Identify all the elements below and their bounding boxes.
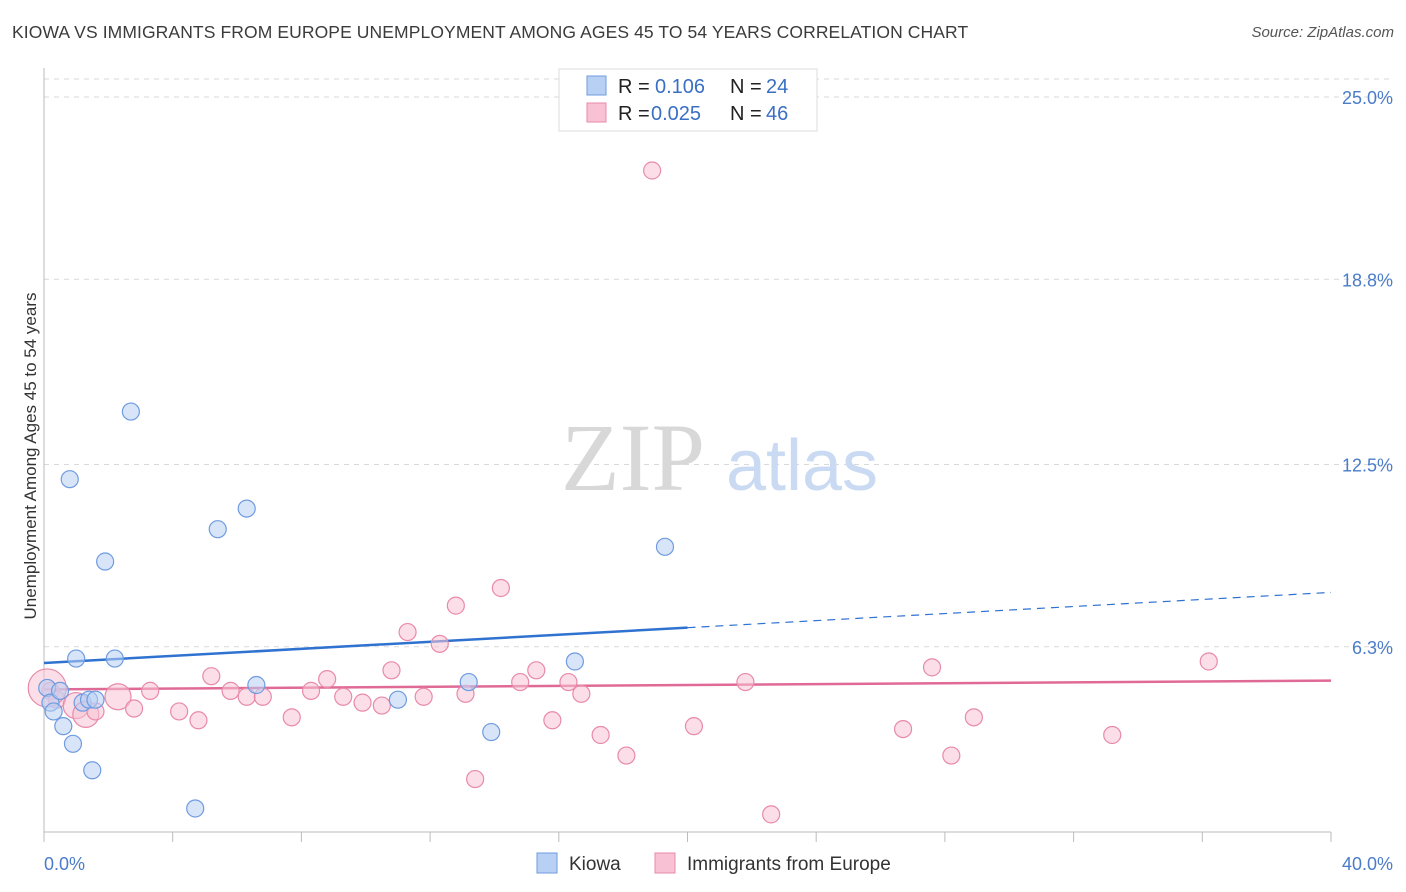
y-tick-labels: 6.3% 12.5% 18.8% 25.0% bbox=[1342, 88, 1393, 658]
point-europe bbox=[559, 672, 578, 692]
point-kiowa bbox=[54, 717, 73, 736]
stats-legend-swatch-kiowa bbox=[586, 75, 607, 96]
stats-n-value-europe: 46 bbox=[766, 103, 788, 125]
x-ticks bbox=[43, 832, 1332, 842]
scatter-points bbox=[27, 161, 1218, 824]
point-kiowa bbox=[121, 402, 140, 421]
y-tick-label: 6.3% bbox=[1352, 638, 1393, 658]
stats-n-value-kiowa: 24 bbox=[766, 76, 788, 98]
point-europe bbox=[334, 687, 353, 706]
point-europe bbox=[189, 711, 208, 730]
point-europe bbox=[922, 658, 942, 677]
point-europe bbox=[372, 696, 391, 715]
point-europe bbox=[527, 661, 546, 680]
series-legend: Kiowa Immigrants from Europe bbox=[536, 852, 891, 875]
legend-swatch-europe bbox=[654, 852, 676, 874]
point-europe bbox=[1103, 725, 1122, 745]
stats-n-label-kiowa: N = bbox=[730, 76, 767, 98]
stats-r-label-kiowa: R = bbox=[618, 76, 655, 98]
point-kiowa bbox=[388, 690, 408, 709]
stats-r-value-kiowa: 0.106 bbox=[655, 76, 705, 98]
legend-swatch-kiowa bbox=[536, 852, 558, 874]
point-europe bbox=[643, 161, 662, 180]
point-kiowa bbox=[208, 520, 227, 539]
chart-source: Source: ZipAtlas.com bbox=[1251, 24, 1394, 41]
point-kiowa bbox=[565, 652, 584, 671]
stats-n-label-europe: N = bbox=[730, 103, 767, 125]
y-tick-label: 25.0% bbox=[1342, 88, 1393, 108]
point-kiowa bbox=[60, 470, 79, 489]
stats-r-value-europe: 0.025 bbox=[651, 103, 701, 125]
point-europe bbox=[301, 681, 321, 700]
x-tick-label-max: 40.0% bbox=[1342, 854, 1393, 874]
point-europe bbox=[1199, 652, 1218, 671]
point-europe bbox=[104, 683, 132, 711]
point-europe bbox=[202, 667, 221, 686]
point-kiowa bbox=[655, 537, 675, 556]
chart-title: KIOWA VS IMMIGRANTS FROM EUROPE UNEMPLOY… bbox=[12, 22, 969, 42]
point-kiowa bbox=[105, 649, 124, 668]
point-kiowa bbox=[67, 649, 86, 668]
point-europe bbox=[398, 622, 417, 642]
point-europe bbox=[430, 634, 449, 653]
point-kiowa bbox=[63, 734, 83, 753]
point-kiowa bbox=[50, 681, 70, 700]
point-europe bbox=[282, 708, 301, 727]
trend-line-kiowa bbox=[43, 626, 688, 665]
point-europe bbox=[141, 681, 160, 700]
point-europe bbox=[414, 687, 433, 706]
point-europe bbox=[511, 672, 530, 692]
y-tick-label: 12.5% bbox=[1342, 456, 1393, 476]
point-europe bbox=[572, 684, 591, 703]
point-kiowa bbox=[459, 672, 478, 692]
point-kiowa bbox=[83, 761, 102, 780]
point-europe bbox=[762, 805, 781, 824]
point-europe bbox=[893, 719, 913, 739]
point-europe bbox=[318, 670, 337, 689]
watermark-zip: ZIP bbox=[561, 404, 705, 511]
point-europe bbox=[591, 725, 610, 745]
y-tick-label: 18.8% bbox=[1342, 270, 1393, 290]
point-europe bbox=[736, 672, 755, 692]
point-europe bbox=[124, 699, 144, 718]
point-europe bbox=[617, 746, 636, 765]
stats-r-label-europe: R = bbox=[618, 103, 655, 125]
point-kiowa bbox=[247, 675, 266, 695]
point-kiowa bbox=[86, 690, 105, 709]
point-europe bbox=[942, 746, 961, 765]
point-europe bbox=[543, 711, 562, 730]
point-europe bbox=[221, 681, 240, 700]
watermark-atlas: atlas bbox=[726, 426, 878, 506]
point-kiowa bbox=[186, 799, 205, 818]
point-europe bbox=[491, 578, 510, 598]
point-europe bbox=[170, 702, 189, 721]
y-axis-label: Unemployment Among Ages 45 to 54 years bbox=[21, 293, 40, 620]
trend-line-kiowa-extension bbox=[687, 591, 1332, 629]
trend-lines bbox=[43, 591, 1332, 691]
gridlines bbox=[44, 78, 1393, 648]
stats-legend: R = 0.106 N = 24 R = 0.025 N = 46 bbox=[558, 68, 818, 132]
point-kiowa bbox=[44, 702, 63, 721]
point-europe bbox=[446, 596, 465, 615]
legend-label-europe: Immigrants from Europe bbox=[687, 854, 891, 875]
watermark: ZIP atlas bbox=[561, 404, 878, 511]
point-europe bbox=[382, 661, 401, 680]
point-kiowa bbox=[237, 499, 256, 518]
point-europe bbox=[964, 708, 983, 727]
x-tick-label-min: 0.0% bbox=[44, 854, 85, 874]
legend-label-kiowa: Kiowa bbox=[569, 854, 621, 875]
point-europe bbox=[353, 693, 372, 712]
point-europe bbox=[466, 769, 485, 789]
point-kiowa bbox=[482, 722, 501, 742]
point-europe bbox=[684, 717, 704, 736]
point-kiowa bbox=[96, 552, 115, 571]
stats-legend-swatch-europe bbox=[586, 102, 607, 123]
